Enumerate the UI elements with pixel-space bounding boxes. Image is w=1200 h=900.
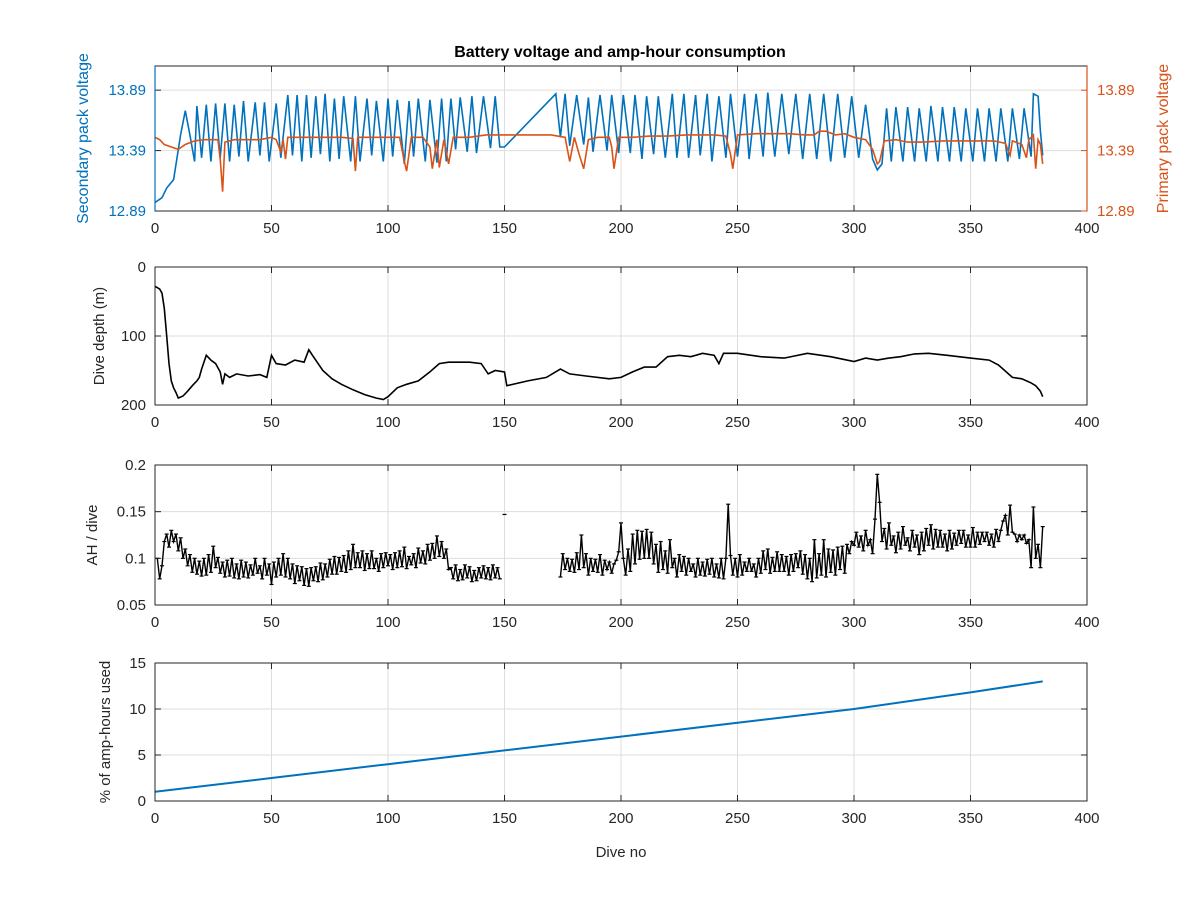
y-tick-label: 0.2 — [125, 457, 146, 474]
y-tick-label: 15 — [129, 655, 146, 672]
x-tick-label: 0 — [151, 220, 159, 237]
x-tick-label: 350 — [958, 810, 983, 827]
x-tick-label: 250 — [725, 414, 750, 431]
x-tick-label: 100 — [375, 414, 400, 431]
x-tick-label: 150 — [492, 810, 517, 827]
y-tick-label: 5 — [138, 747, 146, 764]
x-tick-label: 300 — [841, 810, 866, 827]
y-tick-label-right: 13.39 — [1097, 143, 1135, 160]
x-axis-label: Dive no — [596, 844, 647, 861]
panels: 0 50 100 150 200 250 300 350 40012.8913.3913.891… — [75, 53, 1172, 861]
x-tick-label: 150 — [492, 414, 517, 431]
y-tick-label: 13.89 — [108, 82, 146, 99]
figure-title: Battery voltage and amp-hour consumption — [454, 44, 786, 61]
x-tick-label: 200 — [608, 810, 633, 827]
panel-depth: 0 50 100 150 200 250 300 350 400 0 100 200 Dive dept… — [91, 259, 1100, 431]
x-tick-label: 300 — [841, 220, 866, 237]
x-tick-label: 350 — [958, 614, 983, 631]
y-tick-label: 10 — [129, 701, 146, 718]
y-axis-label: Dive depth (m) — [91, 287, 108, 385]
y-axis-label-right: Primary pack voltage — [1155, 64, 1172, 213]
x-tick-label: 400 — [1074, 414, 1099, 431]
x-tick-label: 200 — [608, 220, 633, 237]
y-axis-label: % of amp-hours used — [97, 661, 114, 804]
panel-ah: 0 50 100 150 200 250 300 350 400 0.05 0.1 0.15 0.2 AH… — [84, 457, 1100, 631]
series-pct — [155, 680, 1043, 793]
y-tick-label: 0.15 — [117, 504, 146, 521]
y-tick-label: 0 — [138, 793, 146, 810]
x-tick-label: 300 — [841, 614, 866, 631]
x-tick-label: 0 — [151, 614, 159, 631]
x-tick-label: 400 — [1074, 614, 1099, 631]
x-tick-label: 150 — [492, 614, 517, 631]
y-tick-label-right: 12.89 — [1097, 203, 1135, 220]
y-tick-label: 0.1 — [125, 550, 146, 567]
x-tick-label: 50 — [263, 614, 280, 631]
series-ah-segment — [156, 530, 501, 587]
x-tick-label: 300 — [841, 414, 866, 431]
x-tick-label: 0 — [151, 414, 159, 431]
x-tick-label: 250 — [725, 810, 750, 827]
x-tick-label: 400 — [1074, 810, 1099, 827]
x-tick-label: 0 — [151, 810, 159, 827]
y-axis-label-left: Secondary pack voltage — [75, 53, 92, 224]
series-primary-voltage — [155, 130, 1044, 192]
x-tick-label: 350 — [958, 220, 983, 237]
y-tick-label-right: 13.89 — [1097, 82, 1135, 99]
panel-pct: 0 50 100 150 200 250 300 350 400 0 5 10 15 % of amp-h… — [97, 655, 1100, 861]
y-tick-label: 100 — [121, 328, 146, 345]
x-tick-label: 50 — [263, 220, 280, 237]
y-tick-label: 0.05 — [117, 597, 146, 614]
y-axis-label: AH / dive — [84, 505, 101, 566]
x-tick-label: 50 — [263, 414, 280, 431]
x-tick-label: 200 — [608, 414, 633, 431]
x-tick-label: 350 — [958, 414, 983, 431]
y-tick-label: 13.39 — [108, 143, 146, 160]
y-tick-label: 200 — [121, 397, 146, 414]
x-tick-label: 250 — [725, 220, 750, 237]
x-tick-label: 100 — [375, 810, 400, 827]
series-ah-segment — [559, 474, 1044, 582]
y-tick-label: 12.89 — [108, 203, 146, 220]
x-tick-label: 200 — [608, 614, 633, 631]
x-tick-label: 100 — [375, 614, 400, 631]
x-tick-label: 150 — [492, 220, 517, 237]
x-tick-label: 50 — [263, 810, 280, 827]
x-tick-label: 250 — [725, 614, 750, 631]
y-tick-label: 0 — [138, 259, 146, 276]
x-tick-label: 400 — [1074, 220, 1099, 237]
x-tick-label: 100 — [375, 220, 400, 237]
panel-voltage: 0 50 100 150 200 250 300 350 40012.8913.3913.891… — [75, 53, 1172, 237]
series-secondary-voltage — [155, 92, 1044, 204]
series-depth — [155, 285, 1044, 401]
